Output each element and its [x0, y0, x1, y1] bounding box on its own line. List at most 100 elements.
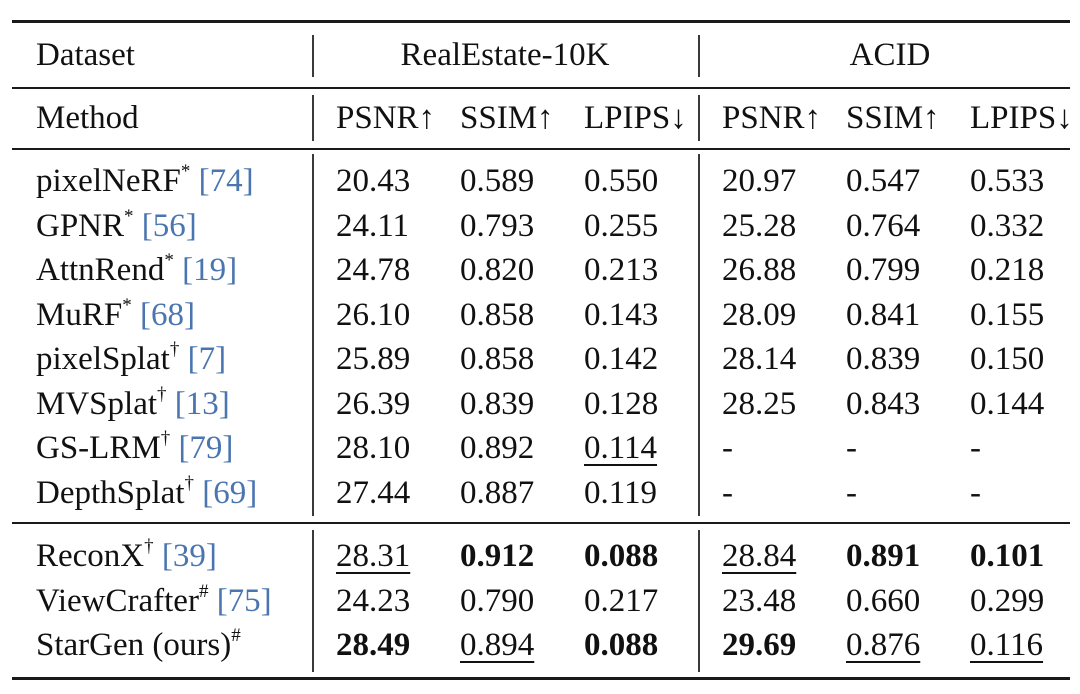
method-cell: DepthSplat† [69]: [36, 474, 258, 511]
value-cell: 0.088: [584, 538, 659, 574]
value-cell: 28.84: [722, 538, 797, 574]
method-name: GPNR: [36, 207, 125, 244]
value-cell: 28.10: [336, 430, 411, 466]
value-cell: 0.790: [460, 582, 535, 619]
method-name: MVSplat: [36, 385, 158, 422]
value-cell: 24.23: [336, 582, 411, 619]
method-cell: pixelSplat† [7]: [36, 340, 227, 377]
citation-link[interactable]: [19]: [182, 252, 238, 288]
value-cell: 28.14: [722, 341, 797, 377]
method-column-separator: [312, 95, 314, 141]
method-name: GS-LRM: [36, 430, 161, 466]
value-cell: 26.10: [336, 296, 411, 333]
bottom-rule: [12, 677, 1070, 680]
method-cell: MVSplat† [13]: [36, 385, 230, 422]
method-mark: #: [231, 625, 241, 646]
method-mark: #: [198, 580, 209, 602]
metric-header-ssim: SSIM↑: [460, 100, 554, 136]
method-column-separator: [312, 530, 314, 672]
method-column-separator: [312, 154, 314, 516]
value-cell: 25.28: [722, 207, 797, 244]
metric-header-ssim: SSIM↑: [846, 100, 940, 136]
citation-link[interactable]: [74]: [198, 163, 254, 199]
method-cell: ReconX† [39]: [36, 537, 217, 574]
value-cell: 0.213: [584, 252, 659, 288]
citation-link[interactable]: [39]: [161, 538, 217, 574]
value-cell: 0.876: [846, 627, 921, 663]
value-cell: 0.799: [846, 252, 921, 288]
value-cell: -: [970, 474, 981, 511]
metric-header-lpips: LPIPS↓: [584, 100, 687, 136]
citation-link[interactable]: [75]: [216, 582, 272, 619]
dataset-group-separator: [698, 95, 700, 141]
value-cell: 0.299: [970, 582, 1045, 619]
value-cell: 0.843: [846, 385, 921, 422]
method-mark: †: [144, 536, 154, 557]
citation-link[interactable]: [13]: [174, 385, 230, 422]
method-mark: †: [157, 383, 167, 405]
citation-link[interactable]: [68]: [139, 296, 195, 333]
header-rule: [12, 87, 1070, 89]
method-mark: †: [160, 428, 171, 449]
value-cell: 0.764: [846, 207, 921, 244]
value-cell: 0.533: [970, 163, 1045, 199]
value-cell: 28.31: [336, 538, 411, 574]
method-cell: StarGen (ours)#: [36, 626, 241, 662]
value-cell: 0.841: [846, 296, 921, 333]
method-name: ReconX: [36, 538, 145, 574]
value-cell: 24.78: [336, 252, 411, 288]
value-cell: 0.150: [970, 341, 1045, 377]
method-mark: *: [124, 205, 134, 227]
metric-header-psnr: PSNR↑: [336, 100, 436, 136]
method-column-separator: [312, 35, 314, 77]
method-cell: GS-LRM† [79]: [36, 429, 234, 466]
method-cell: GPNR* [56]: [36, 207, 197, 244]
top-rule: [12, 20, 1070, 23]
value-cell: 0.550: [584, 163, 659, 199]
value-cell: -: [970, 430, 981, 466]
citation-link[interactable]: [56]: [141, 207, 197, 244]
method-name: MuRF: [36, 296, 123, 333]
value-cell: 0.858: [460, 296, 535, 333]
value-cell: 0.255: [584, 207, 659, 244]
dataset-header: Dataset: [36, 37, 135, 73]
value-cell: 28.25: [722, 385, 797, 422]
value-cell: 29.69: [722, 627, 797, 663]
metric-header-lpips: LPIPS↓: [970, 100, 1073, 136]
dataset-group-separator: [698, 35, 700, 77]
value-cell: -: [722, 430, 733, 466]
value-cell: -: [722, 474, 733, 511]
method-name: pixelSplat: [36, 341, 170, 377]
citation-link[interactable]: [79]: [178, 430, 234, 466]
value-cell: -: [846, 474, 857, 511]
value-cell: 27.44: [336, 474, 411, 511]
value-cell: 0.116: [970, 627, 1044, 663]
method-mark: *: [164, 250, 174, 271]
method-name: DepthSplat: [36, 474, 185, 511]
method-cell: MuRF* [68]: [36, 296, 195, 333]
value-cell: 0.892: [460, 430, 535, 466]
dataset-group-separator: [698, 154, 700, 516]
value-cell: 0.839: [460, 385, 535, 422]
method-name: AttnRend: [36, 252, 165, 288]
group-header-realestate: RealEstate-10K: [400, 37, 610, 73]
value-cell: 0.119: [584, 474, 658, 511]
method-mark: †: [184, 472, 194, 494]
method-header: Method: [36, 100, 139, 136]
value-cell: -: [846, 430, 857, 466]
value-cell: 20.97: [722, 163, 797, 199]
citation-link[interactable]: [69]: [202, 474, 258, 511]
value-cell: 28.49: [336, 627, 411, 663]
metric-header-psnr: PSNR↑: [722, 100, 822, 136]
value-cell: 0.912: [460, 538, 535, 574]
method-name: pixelNeRF: [36, 163, 181, 199]
value-cell: 0.332: [970, 207, 1045, 244]
value-cell: 26.88: [722, 252, 797, 288]
method-mark: †: [169, 339, 180, 360]
value-cell: 0.887: [460, 474, 535, 511]
value-cell: 0.217: [584, 582, 659, 619]
value-cell: 25.89: [336, 341, 411, 377]
value-cell: 0.793: [460, 207, 535, 244]
method-cell: pixelNeRF* [74]: [36, 162, 254, 199]
citation-link[interactable]: [7]: [187, 341, 227, 377]
